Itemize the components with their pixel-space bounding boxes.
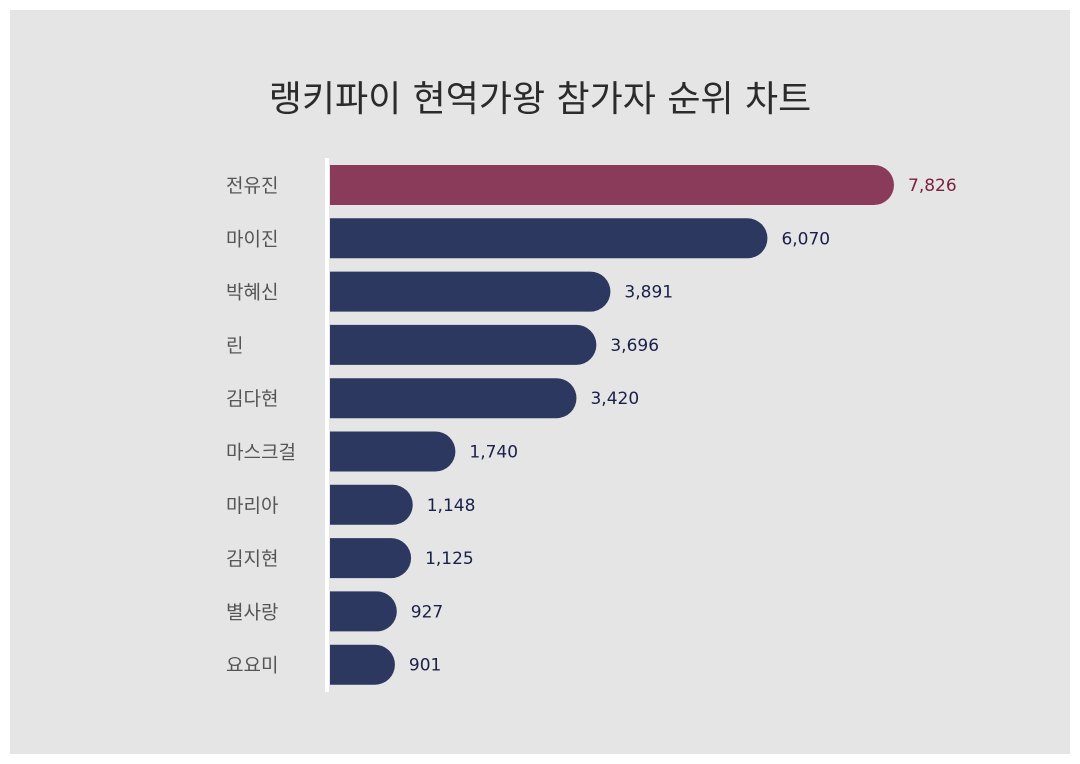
category-label: 린 <box>226 335 243 357</box>
category-label: 마리아 <box>226 495 278 517</box>
value-label: 3,696 <box>610 336 659 356</box>
chart-title: 랭키파이 현역가왕 참가자 순위 차트 <box>268 79 812 120</box>
value-label: 1,125 <box>425 549 474 569</box>
bar <box>330 271 611 312</box>
value-label: 3,420 <box>590 389 639 409</box>
category-label: 마스크걸 <box>226 442 296 464</box>
category-label: 별사랑 <box>226 601 278 623</box>
category-label: 김지현 <box>226 548 278 570</box>
value-label: 1,740 <box>469 443 518 463</box>
value-label: 1,148 <box>427 496 476 516</box>
category-label: 전유진 <box>226 175 278 197</box>
value-label: 6,070 <box>781 229 830 249</box>
category-label: 마이진 <box>226 228 278 250</box>
bar <box>330 324 597 365</box>
bar <box>330 591 397 632</box>
bar <box>330 378 577 419</box>
bar <box>330 165 894 205</box>
value-label: 901 <box>409 656 441 676</box>
value-label: 927 <box>411 602 443 622</box>
bar <box>330 218 768 259</box>
category-label: 요요미 <box>226 655 278 677</box>
bar <box>330 644 395 685</box>
bar <box>330 431 456 472</box>
category-label: 김다현 <box>226 388 278 410</box>
bar <box>330 538 412 579</box>
value-label: 7,826 <box>908 176 957 196</box>
category-label: 박혜신 <box>226 282 278 304</box>
value-label: 3,891 <box>624 283 673 303</box>
bar <box>330 484 413 525</box>
